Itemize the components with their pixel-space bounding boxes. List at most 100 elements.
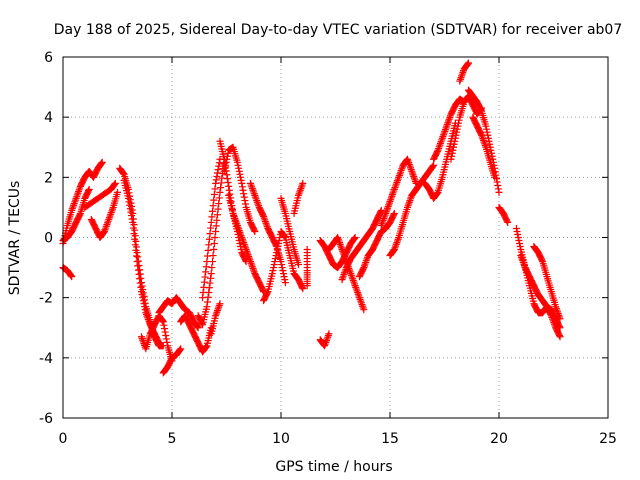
data-point: [160, 321, 168, 329]
data-point: [224, 178, 232, 186]
data-point: [268, 270, 276, 278]
data-point: [491, 173, 499, 181]
data-point: [137, 283, 145, 291]
data-point: [206, 230, 214, 238]
data-point: [334, 234, 342, 241]
data-point: [360, 262, 368, 270]
data-point: [335, 237, 343, 245]
data-point: [208, 213, 216, 221]
data-point: [451, 134, 459, 142]
data-point: [70, 200, 78, 208]
data-point: [355, 292, 363, 300]
data-point: [73, 193, 81, 201]
data-point: [254, 200, 262, 208]
data-point: [359, 265, 367, 273]
data-point: [107, 210, 115, 218]
data-point: [213, 172, 221, 180]
data-point: [518, 255, 526, 263]
data-point: [429, 162, 437, 170]
data-point: [552, 303, 560, 311]
data-point: [464, 59, 472, 67]
data-point: [514, 234, 522, 241]
data-point: [279, 270, 287, 278]
data-point: [240, 190, 248, 198]
data-point: [449, 146, 457, 154]
data-point: [350, 234, 358, 242]
data-point: [193, 322, 201, 330]
data-point: [407, 195, 415, 203]
data-point: [210, 240, 218, 248]
data-point: [202, 344, 210, 352]
data-point: [340, 270, 348, 278]
data-point: [209, 202, 217, 210]
data-point: [134, 266, 142, 274]
data-point: [75, 188, 83, 196]
data-point: [233, 158, 241, 166]
data-point: [214, 205, 222, 213]
data-point: [212, 179, 220, 187]
data-point: [515, 237, 523, 245]
data-point: [106, 212, 114, 220]
data-point: [456, 75, 464, 83]
data-point: [353, 287, 361, 295]
data-point: [324, 331, 332, 339]
data-point: [455, 116, 463, 124]
data-point: [72, 194, 80, 202]
data-point: [434, 146, 442, 154]
data-point: [380, 215, 388, 223]
y-tick-label: -6: [39, 411, 53, 427]
data-point: [210, 246, 218, 254]
data-point: [139, 294, 147, 302]
data-point: [237, 232, 245, 240]
data-point: [405, 198, 413, 206]
data-point: [142, 309, 150, 317]
y-tick-label: -2: [39, 291, 53, 307]
data-point: [259, 286, 267, 294]
data-point: [405, 160, 413, 168]
data-point: [215, 301, 223, 309]
data-point: [390, 187, 398, 195]
data-point: [493, 178, 501, 186]
data-point: [269, 267, 277, 275]
data-point: [384, 204, 392, 212]
data-point: [217, 184, 225, 192]
data-point: [303, 282, 311, 290]
data-point: [207, 274, 215, 282]
data-point: [347, 271, 355, 279]
data-point: [70, 201, 78, 209]
data-point: [102, 224, 110, 232]
data-point: [125, 198, 133, 206]
data-point: [235, 227, 243, 235]
data-point: [230, 211, 238, 219]
data-point: [549, 317, 557, 325]
data-point: [134, 262, 142, 270]
data-point: [478, 131, 486, 139]
data-point: [259, 211, 267, 219]
data-point: [97, 160, 105, 168]
data-point: [280, 232, 288, 240]
data-point: [245, 254, 253, 262]
data-point: [354, 290, 362, 298]
data-point: [237, 173, 245, 181]
data-point: [478, 133, 486, 141]
data-point: [547, 310, 555, 318]
data-point: [250, 226, 258, 234]
data-point: [119, 169, 127, 177]
data-point: [358, 301, 366, 309]
data-point: [339, 247, 347, 255]
data-point: [108, 207, 116, 215]
data-point: [379, 216, 387, 224]
data-point: [132, 252, 140, 260]
data-point: [134, 253, 142, 261]
data-point: [513, 227, 521, 235]
data-point: [334, 235, 342, 243]
data-point: [229, 209, 237, 217]
data-point: [477, 106, 485, 114]
data-point: [435, 145, 443, 153]
data-point: [126, 205, 134, 213]
data-point: [445, 117, 453, 125]
data-point: [127, 208, 135, 216]
data-point: [391, 184, 399, 192]
data-point: [111, 179, 119, 187]
data-point: [67, 272, 75, 280]
